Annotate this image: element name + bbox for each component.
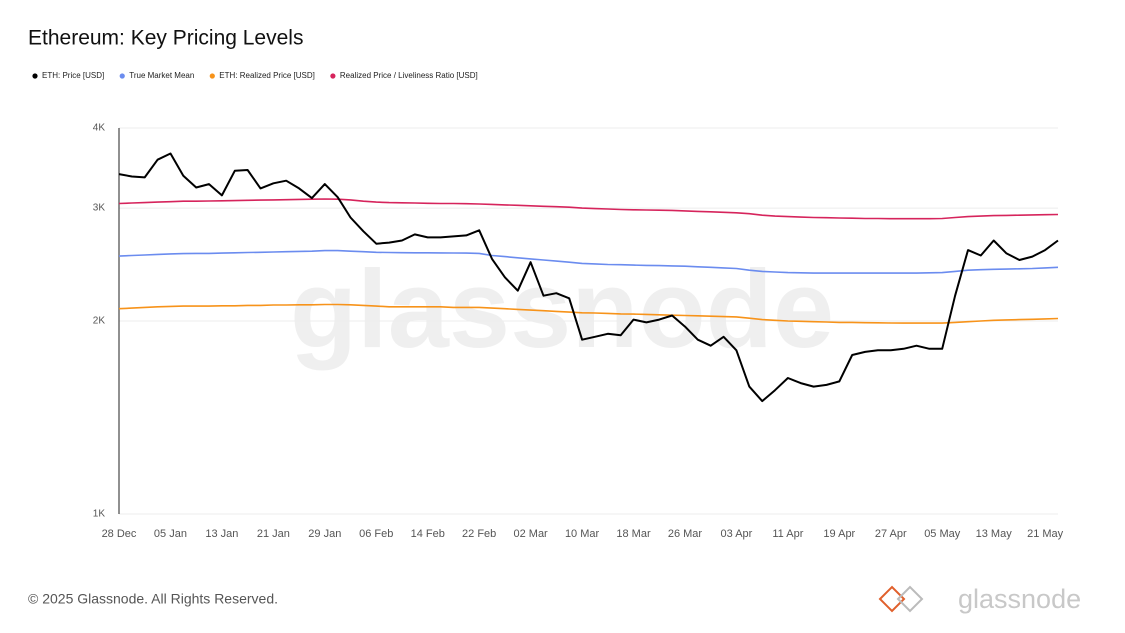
x-tick-label: 29 Jan [308, 528, 341, 540]
x-tick-label: 11 Apr [772, 528, 803, 540]
x-tick-label: 05 Jan [154, 528, 187, 540]
x-tick-label: 13 May [976, 528, 1013, 540]
y-tick-label: 1K [93, 509, 106, 520]
logo-text: glassnode [958, 584, 1081, 614]
watermark: glassnode [290, 248, 834, 371]
x-tick-label: 26 Mar [668, 528, 703, 540]
x-tick-label: 06 Feb [359, 528, 393, 540]
legend-marker [209, 73, 215, 79]
x-tick-label: 18 Mar [616, 528, 651, 540]
chart-title: Ethereum: Key Pricing Levels [28, 27, 303, 50]
legend-marker [119, 73, 125, 79]
x-tick-label: 10 Mar [565, 528, 600, 540]
legend-label: ETH: Price [USD] [42, 71, 104, 80]
y-tick-label: 3K [93, 203, 106, 214]
legend-marker [330, 73, 336, 79]
legend-marker [32, 73, 38, 79]
x-tick-label: 03 Apr [721, 528, 753, 540]
series-line [118, 249, 1059, 274]
x-tick-label: 13 Jan [205, 528, 238, 540]
x-tick-label: 19 Apr [823, 528, 855, 540]
x-tick-label: 14 Feb [411, 528, 445, 540]
y-tick-label: 4K [93, 123, 106, 134]
logo-icon [878, 585, 924, 613]
series-line [118, 303, 1059, 324]
logo-diamond [896, 585, 924, 613]
legend-label: ETH: Realized Price [USD] [219, 71, 315, 80]
series-line [118, 198, 1059, 220]
x-tick-label: 22 Feb [462, 528, 496, 540]
x-tick-label: 05 May [924, 528, 961, 540]
x-tick-label: 27 Apr [875, 528, 907, 540]
x-tick-label: 02 Mar [513, 528, 548, 540]
logo-diamond [878, 585, 906, 613]
legend-label: Realized Price / Liveliness Ratio [USD] [340, 71, 478, 80]
x-tick-label: 21 Jan [257, 528, 290, 540]
x-tick-label: 21 May [1027, 528, 1064, 540]
y-tick-label: 2K [93, 316, 106, 327]
x-tick-label: 28 Dec [102, 528, 137, 540]
series-line [118, 152, 1059, 403]
legend-label: True Market Mean [129, 71, 194, 80]
copyright: © 2025 Glassnode. All Rights Reserved. [28, 591, 278, 607]
